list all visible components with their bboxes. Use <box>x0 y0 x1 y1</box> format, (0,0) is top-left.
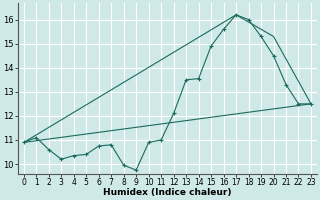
X-axis label: Humidex (Indice chaleur): Humidex (Indice chaleur) <box>103 188 232 197</box>
